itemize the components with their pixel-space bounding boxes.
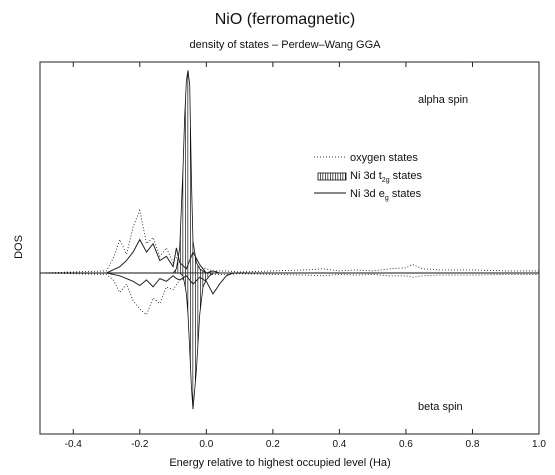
series-oxygen-alpha <box>39 208 539 274</box>
legend-label-oxygen: oxygen states <box>350 152 418 164</box>
beta-spin-label: beta spin <box>418 401 463 413</box>
x-tick-label-5: 0.6 <box>399 439 413 450</box>
series-eg-alpha <box>106 238 233 274</box>
x-tick-label-7: 1.0 <box>532 439 546 450</box>
x-tick-label-3: 0.2 <box>266 439 280 450</box>
x-axis-label: Energy relative to highest occupied leve… <box>169 457 390 469</box>
chart-title: NiO (ferromagnetic) <box>215 11 355 28</box>
x-tick-label-6: 0.8 <box>466 439 480 450</box>
x-tick-label-1: -0.2 <box>131 439 149 450</box>
series-t2g-alpha <box>172 70 213 274</box>
series-oxygen-beta <box>39 272 539 316</box>
legend-label-eg: Ni 3d eg states <box>350 188 422 202</box>
legend-swatch-t2g <box>317 172 347 181</box>
legend-label-t2g: Ni 3d t2g states <box>350 170 422 184</box>
legend: oxygen states Ni 3d t2g states Ni 3d eg … <box>314 152 422 202</box>
y-axis-label: DOS <box>13 235 25 259</box>
series-layer <box>39 70 539 410</box>
x-axis-ticks: -0.4 -0.2 0.0 0.2 0.4 0.6 0.8 1.0 <box>65 62 546 450</box>
series-eg-beta <box>106 272 234 295</box>
x-tick-label-4: 0.4 <box>332 439 346 450</box>
chart-subtitle: density of states – Perdew–Wang GGA <box>190 39 382 51</box>
x-tick-label-2: 0.0 <box>199 439 213 450</box>
alpha-spin-label: alpha spin <box>418 94 468 106</box>
plot-frame <box>39 61 540 435</box>
x-tick-label-0: -0.4 <box>65 439 83 450</box>
series-t2g-beta <box>173 272 215 410</box>
